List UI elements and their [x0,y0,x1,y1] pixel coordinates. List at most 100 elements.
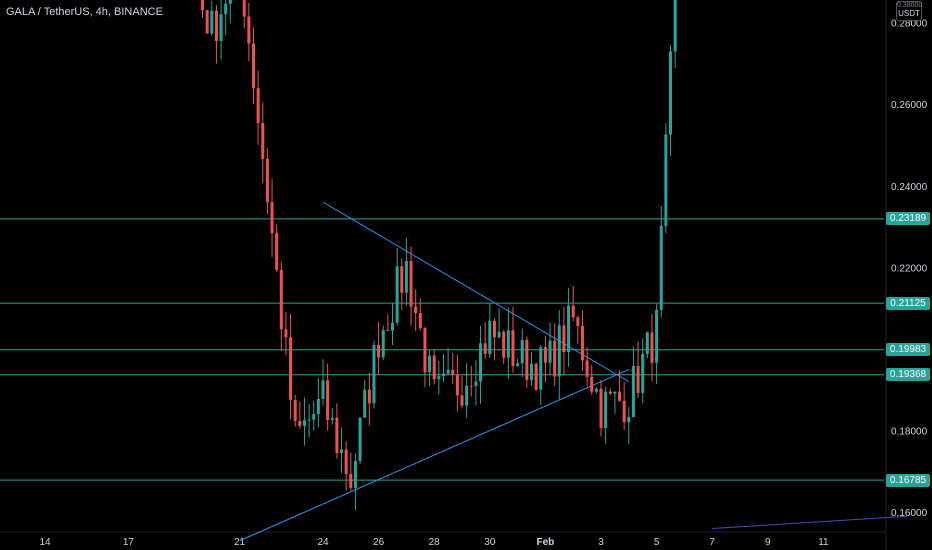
candle-body[interactable] [460,395,464,406]
candle-body[interactable] [553,340,557,377]
candle-body[interactable] [608,391,612,394]
candle-body[interactable] [645,332,649,355]
candle-body[interactable] [664,134,668,226]
candle-body[interactable] [326,380,330,421]
candle-body[interactable] [386,329,390,331]
candle-body[interactable] [316,398,320,415]
candle-body[interactable] [669,51,672,135]
candle-body[interactable] [224,3,228,15]
candle-body[interactable] [298,420,302,427]
candle-body[interactable] [590,376,594,392]
candle-body[interactable] [214,10,218,41]
candle-body[interactable] [571,305,575,318]
candle-body[interactable] [548,340,552,363]
candle-body[interactable] [418,313,422,329]
candle-body[interactable] [395,266,399,323]
candle-body[interactable] [497,331,501,338]
candle-body[interactable] [335,417,339,453]
candle-body[interactable] [650,332,654,363]
candle-body[interactable] [377,344,381,358]
candle-body[interactable] [469,385,473,387]
candle-body[interactable] [613,391,617,394]
candle-body[interactable] [655,309,659,363]
candle-body[interactable] [247,16,251,44]
candle-body[interactable] [353,461,357,488]
candle-body[interactable] [659,225,663,310]
candle-body[interactable] [641,354,645,393]
candle-body[interactable] [372,344,376,404]
candle-body[interactable] [252,43,255,89]
candle-body[interactable] [585,360,589,377]
candle-body[interactable] [488,320,492,354]
candle-body[interactable] [228,0,232,4]
candle-body[interactable] [381,329,385,358]
candle-body[interactable] [428,355,432,373]
candle-body[interactable] [205,10,209,34]
triangle-trendline[interactable] [322,201,630,383]
candle-body[interactable] [400,266,404,293]
candle-body[interactable] [506,330,510,358]
candle-body[interactable] [367,389,371,404]
blue-trendline[interactable] [712,515,907,530]
candle-body[interactable] [594,388,598,392]
candle-body[interactable] [261,123,265,159]
triangle-trendline[interactable] [239,368,630,542]
candle-body[interactable] [599,388,603,429]
candle-body[interactable] [414,306,418,314]
candle-body[interactable] [358,417,362,462]
candle-body[interactable] [432,355,436,380]
candle-body[interactable] [201,0,205,11]
candle-body[interactable] [363,389,367,418]
candle-body[interactable] [256,88,260,124]
candle-body[interactable] [409,260,413,307]
candle-body[interactable] [293,400,297,421]
candle-body[interactable] [465,385,469,406]
candle-body[interactable] [242,0,246,17]
candle-body[interactable] [302,419,306,427]
candle-body[interactable] [284,329,288,338]
candle-body[interactable] [312,414,316,420]
candle-body[interactable] [492,320,496,338]
candle-body[interactable] [210,10,214,34]
candle-body[interactable] [344,449,348,474]
candle-body[interactable] [557,325,561,377]
candle-body[interactable] [340,449,344,453]
candle-body[interactable] [219,14,223,41]
candle-body[interactable] [275,233,279,270]
candle-body[interactable] [622,400,626,423]
candle-body[interactable] [404,260,408,293]
candle-body[interactable] [576,317,580,326]
candle-body[interactable] [511,330,515,367]
candle-body[interactable] [567,305,571,353]
currency-unit-button[interactable]: 0.38000 USDT [896,1,922,21]
candle-body[interactable] [562,325,566,353]
candle-body[interactable] [451,369,455,375]
candle-body[interactable] [539,347,543,390]
candle-body[interactable] [270,202,274,234]
candle-body[interactable] [520,339,524,364]
candle-body[interactable] [349,473,353,488]
candle-body[interactable] [446,369,450,374]
candle-body[interactable] [289,337,293,401]
candle-body[interactable] [479,343,483,382]
candle-body[interactable] [543,347,547,363]
candle-body[interactable] [423,328,427,373]
candle-body[interactable] [631,365,635,418]
candle-body[interactable] [391,322,394,331]
candle-body[interactable] [627,417,631,423]
candle-body[interactable] [265,158,269,203]
candle-body[interactable] [604,391,608,429]
candle-body[interactable] [474,381,478,387]
candle-body[interactable] [321,380,325,399]
candle-body[interactable] [534,363,538,390]
candle-body[interactable] [279,269,283,330]
candle-body[interactable] [330,417,334,421]
candle-body[interactable] [618,391,622,401]
candle-body[interactable] [530,363,533,380]
candle-body[interactable] [441,373,445,377]
candle-body[interactable] [673,0,677,52]
candle-body[interactable] [483,343,487,354]
candle-body[interactable] [307,419,311,421]
candle-body[interactable] [516,363,520,367]
